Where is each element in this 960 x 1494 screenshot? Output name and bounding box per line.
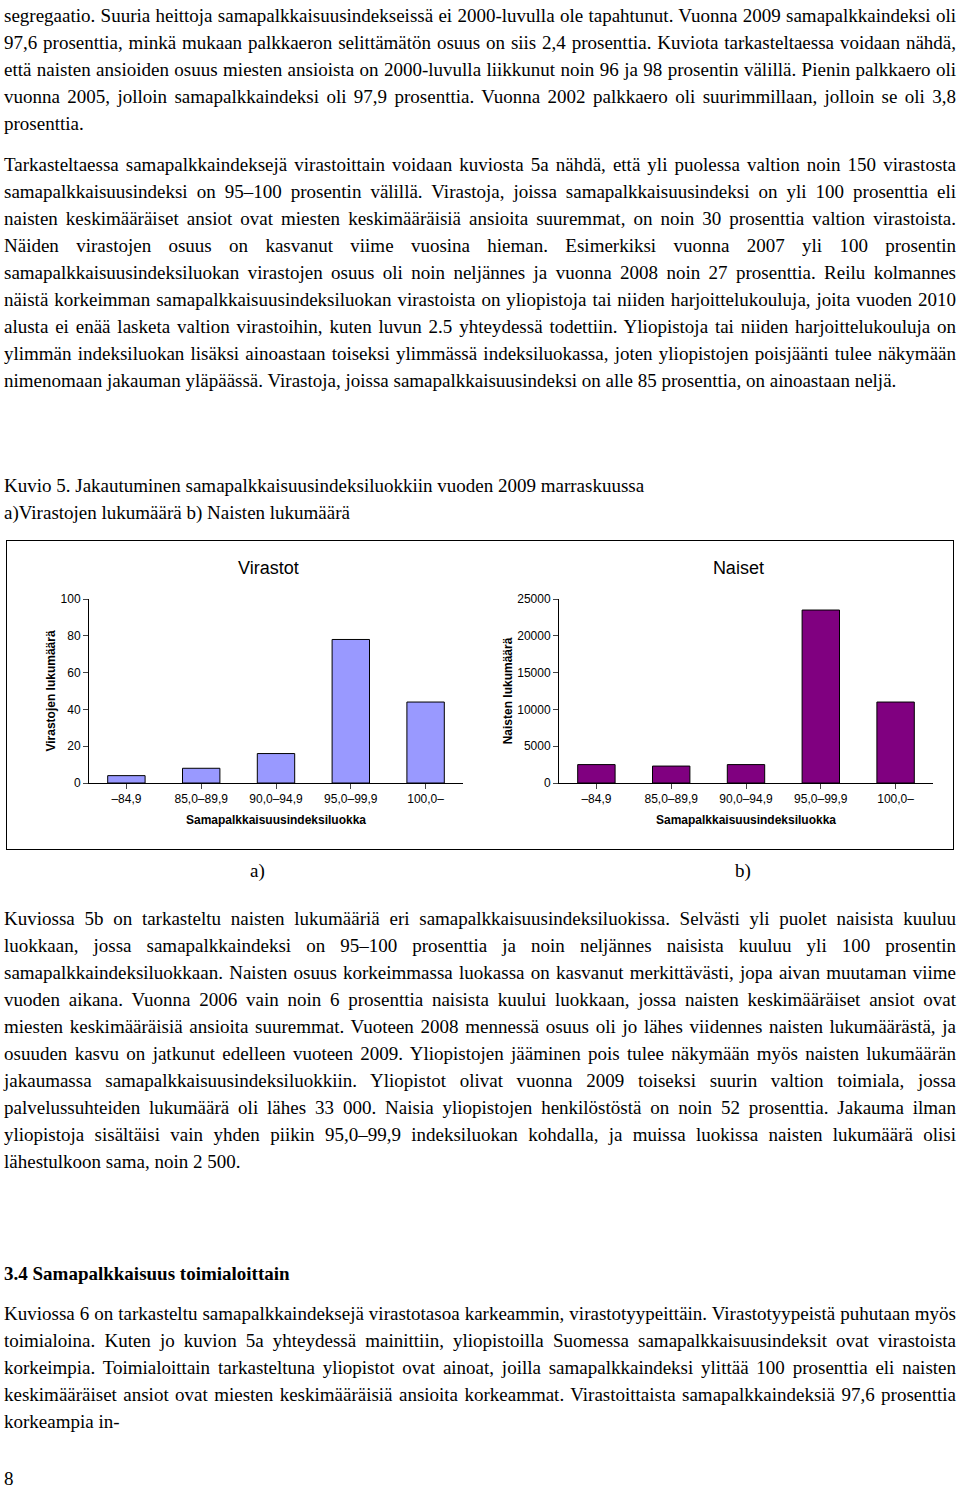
svg-text:60: 60	[67, 666, 81, 680]
svg-text:15000: 15000	[517, 666, 551, 680]
html-text:a): a)	[250, 860, 265, 881]
svg-text:85,0–89,9: 85,0–89,9	[175, 792, 229, 806]
html-text:Kuvio 5. Jakautuminen samapalk: Kuvio 5. Jakautuminen samapalkkaisuusind…	[4, 475, 645, 496]
svg-text:Virastot: Virastot	[238, 558, 299, 578]
svg-text:100,0–: 100,0–	[407, 792, 444, 806]
svg-text:–84,9: –84,9	[581, 792, 611, 806]
svg-text:20: 20	[67, 739, 81, 753]
svg-text:80: 80	[67, 629, 81, 643]
svg-text:Naisten lukumäärä: Naisten lukumäärä	[501, 637, 515, 744]
html-text:Kuviossa 6 on tarkasteltu sama: Kuviossa 6 on tarkasteltu samapalkkainde…	[4, 1303, 956, 1432]
svg-text:Virastojen lukumäärä: Virastojen lukumäärä	[44, 630, 58, 751]
svg-text:10000: 10000	[517, 703, 551, 717]
svg-text:100,0–: 100,0–	[877, 792, 914, 806]
svg-text:40: 40	[67, 703, 81, 717]
svg-text:90,0–94,9: 90,0–94,9	[249, 792, 303, 806]
html-text:Kuviossa 5b on tarkasteltu nai: Kuviossa 5b on tarkasteltu naisten lukum…	[4, 908, 956, 1172]
svg-text:Samapalkkaisuusindeksiluokka: Samapalkkaisuusindeksiluokka	[186, 813, 366, 827]
svg-text:0: 0	[74, 776, 81, 790]
svg-text:25000: 25000	[517, 592, 551, 606]
svg-text:95,0–99,9: 95,0–99,9	[324, 792, 378, 806]
svg-text:0: 0	[544, 776, 551, 790]
html-text:8: 8	[4, 1468, 14, 1489]
html-text:segregaatio. Suuria heittoja s: segregaatio. Suuria heittoja samapalkkai…	[4, 5, 956, 134]
html-text:b): b)	[735, 860, 751, 881]
svg-text:Samapalkkaisuusindeksiluokka: Samapalkkaisuusindeksiluokka	[656, 813, 836, 827]
svg-text:20000: 20000	[517, 629, 551, 643]
html-text:Tarkasteltaessa samapalkkainde: Tarkasteltaessa samapalkkaindeksejä vira…	[4, 154, 956, 391]
html-text:3.4 Samapalkkaisuus toimialoit: 3.4 Samapalkkaisuus toimialoittain	[4, 1263, 290, 1284]
svg-text:95,0–99,9: 95,0–99,9	[794, 792, 848, 806]
svg-text:100: 100	[61, 592, 81, 606]
svg-text:Naiset: Naiset	[713, 558, 764, 578]
svg-text:5000: 5000	[524, 739, 551, 753]
svg-text:85,0–89,9: 85,0–89,9	[645, 792, 699, 806]
svg-text:–84,9: –84,9	[111, 792, 141, 806]
html-text:a)Virastojen lukumäärä b) Nais: a)Virastojen lukumäärä b) Naisten lukumä…	[4, 502, 350, 523]
svg-text:90,0–94,9: 90,0–94,9	[719, 792, 773, 806]
